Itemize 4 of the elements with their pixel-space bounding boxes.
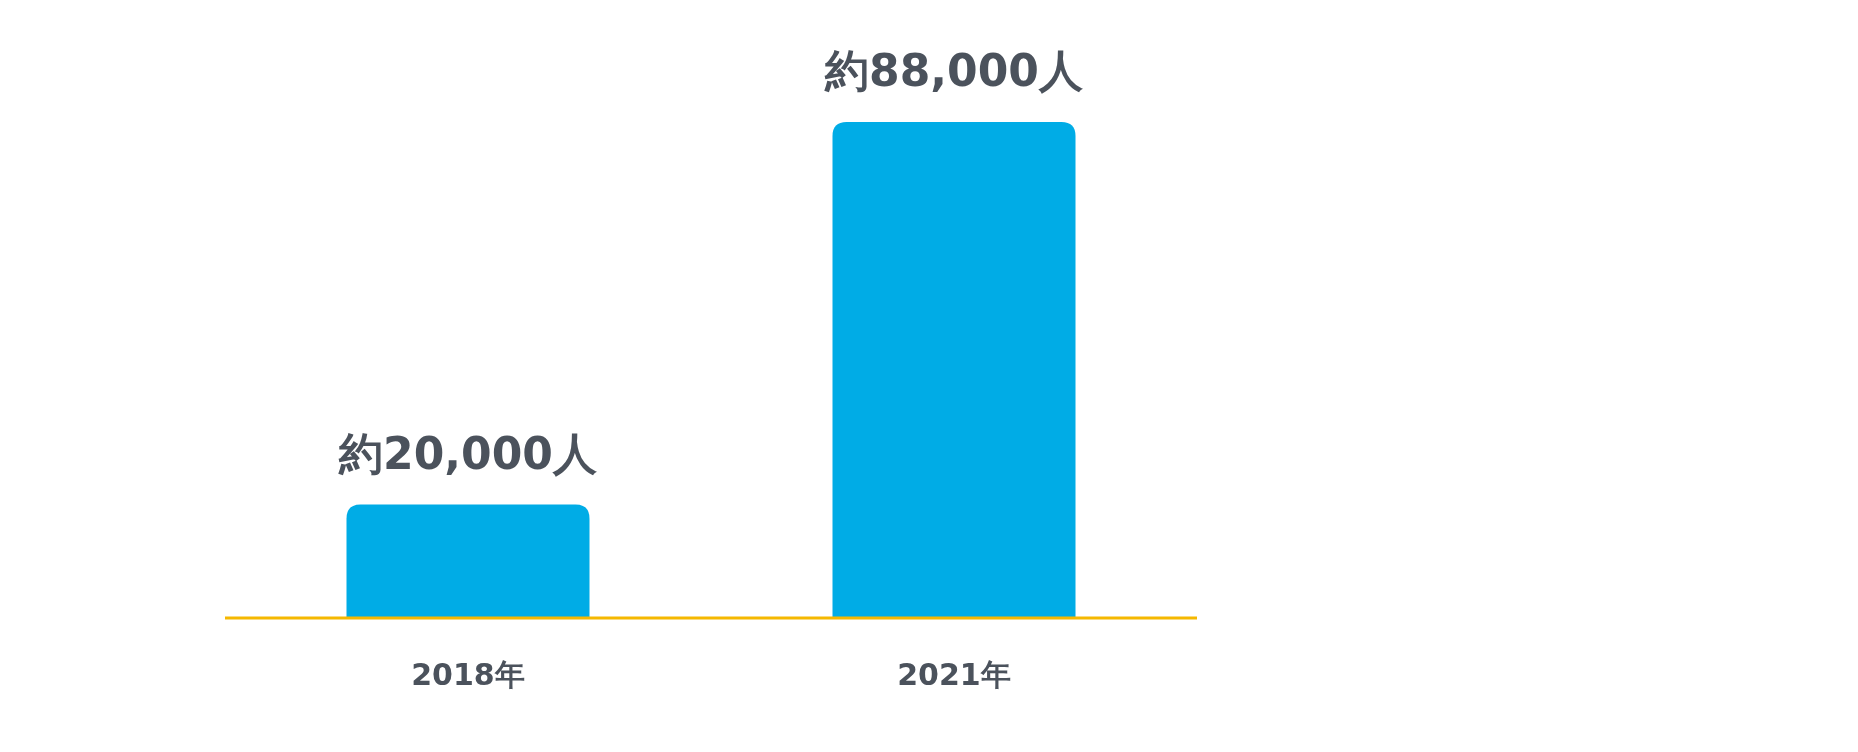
data-label: 約20,000人	[338, 427, 597, 479]
data-label: 約88,000人	[824, 45, 1083, 96]
x-tick-label: 2018年	[411, 657, 525, 692]
x-tick-label: 2021年	[897, 657, 1011, 692]
